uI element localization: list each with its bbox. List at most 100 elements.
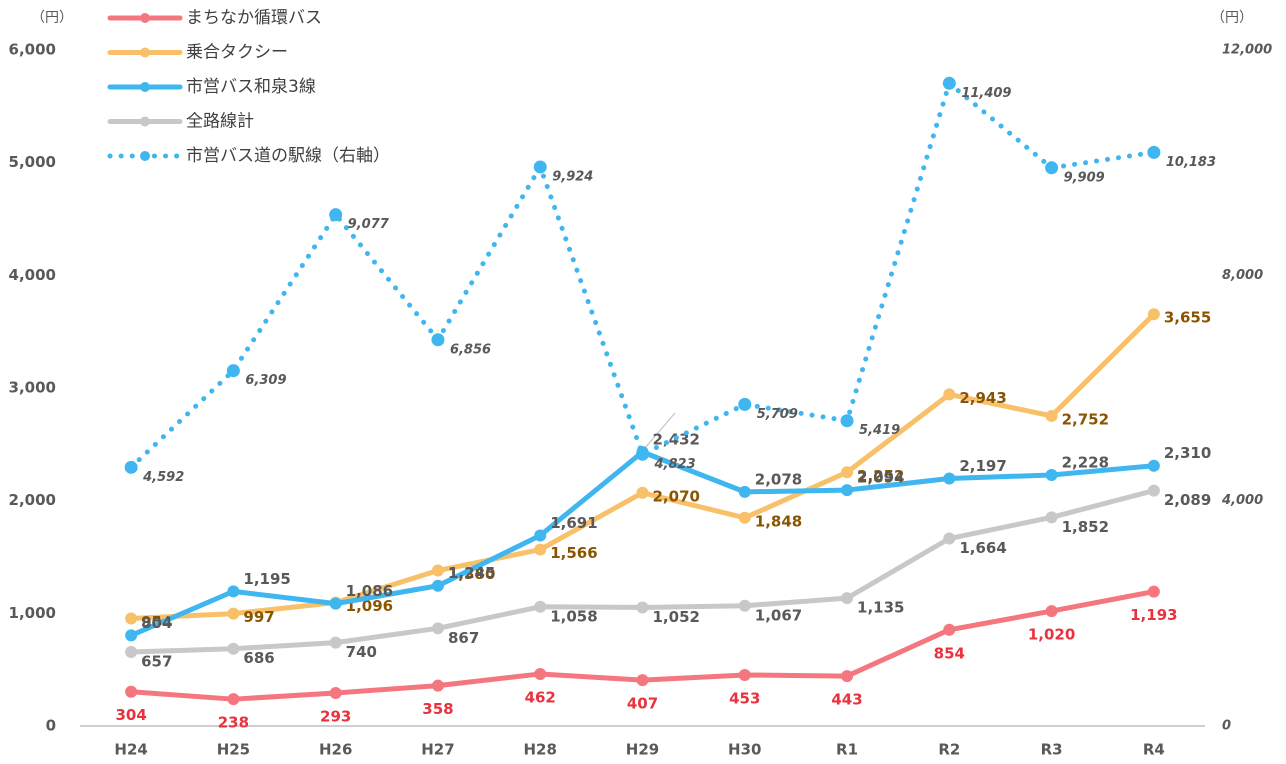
data-label: 1,058 <box>550 607 597 625</box>
y2-tick-label: 0 <box>1222 719 1231 734</box>
data-point <box>534 543 547 556</box>
data-label: 358 <box>422 700 453 718</box>
data-label: 854 <box>934 644 965 662</box>
data-label: 1,052 <box>653 608 700 626</box>
data-label: 293 <box>320 707 351 725</box>
y2-tick-label: 8,000 <box>1222 268 1263 283</box>
data-point <box>329 597 342 610</box>
legend-label: 市営バス和泉3線 <box>186 77 316 97</box>
data-point <box>329 636 342 649</box>
y-tick-label: 3,000 <box>9 379 56 397</box>
data-label: 462 <box>525 688 556 706</box>
data-point <box>636 486 649 499</box>
data-point <box>125 685 138 698</box>
data-label: 2,752 <box>1062 410 1109 428</box>
legend-label: 乗合タクシー <box>186 43 288 63</box>
y-tick-label: 5,000 <box>9 153 56 171</box>
data-point <box>534 529 547 542</box>
data-label: 2,197 <box>959 457 1006 475</box>
x-tick-label: H30 <box>728 741 761 759</box>
data-label: 1,380 <box>448 565 495 583</box>
data-label: 9,909 <box>1064 170 1105 185</box>
data-point <box>1147 585 1160 598</box>
legend-marker <box>140 82 150 92</box>
data-label: 1,691 <box>550 514 597 532</box>
data-label: 657 <box>141 652 172 670</box>
data-label: 867 <box>448 629 479 647</box>
legend-marker <box>140 13 150 23</box>
data-point <box>1045 409 1058 422</box>
legend-marker <box>140 47 150 58</box>
data-point <box>227 585 240 598</box>
data-point <box>431 564 444 577</box>
data-point <box>738 511 751 524</box>
data-point <box>125 629 138 642</box>
data-point <box>738 485 751 498</box>
data-label: 1,848 <box>755 512 802 530</box>
data-point <box>125 645 138 658</box>
data-label: 443 <box>831 691 862 709</box>
data-point <box>1045 511 1058 524</box>
data-label: 1,193 <box>1130 606 1177 624</box>
data-label: 2,070 <box>653 487 700 505</box>
y2-tick-label: 12,000 <box>1222 43 1272 58</box>
data-point <box>534 667 547 680</box>
data-point <box>329 208 343 222</box>
data-label: 11,409 <box>961 86 1011 101</box>
y-unit: （円） <box>31 10 73 26</box>
data-point <box>840 414 854 428</box>
data-point <box>227 642 240 655</box>
x-tick-label: R4 <box>1143 741 1165 759</box>
data-label: 2,089 <box>1164 491 1211 509</box>
data-point <box>1147 308 1160 321</box>
data-point <box>636 601 649 614</box>
data-label: 1,664 <box>959 539 1006 557</box>
y-tick-label: 2,000 <box>9 491 56 509</box>
data-label: 453 <box>729 689 760 707</box>
data-label: 6,856 <box>450 342 491 357</box>
data-point <box>841 484 854 497</box>
data-point <box>841 592 854 605</box>
data-label: 3,655 <box>1164 309 1211 327</box>
data-label: 1,135 <box>857 599 904 617</box>
data-point <box>431 622 444 635</box>
x-tick-label: H26 <box>319 741 352 759</box>
data-label: 1,566 <box>550 544 597 562</box>
y2-tick-label: 4,000 <box>1221 493 1263 508</box>
data-label: 1,245 <box>448 564 495 582</box>
data-point <box>1045 161 1059 175</box>
y-tick-label: 4,000 <box>9 266 56 284</box>
data-point <box>431 333 445 347</box>
data-label: 4,823 <box>654 457 696 472</box>
y-tick-label: 6,000 <box>9 41 56 59</box>
x-tick-label: R3 <box>1041 741 1063 759</box>
data-label: 804 <box>141 614 172 632</box>
data-point <box>1147 459 1160 472</box>
data-label: 1,067 <box>755 606 802 624</box>
data-label: 6,309 <box>245 373 286 388</box>
data-label: 238 <box>218 714 249 732</box>
data-label: 5,419 <box>859 423 900 438</box>
data-label: 2,252 <box>857 467 904 485</box>
data-label: 1,195 <box>243 570 290 588</box>
data-point <box>943 388 956 401</box>
data-label: 10,183 <box>1166 155 1216 170</box>
data-label: 2,078 <box>755 470 802 488</box>
data-point <box>738 397 752 411</box>
data-point <box>431 579 444 592</box>
data-point <box>125 612 138 625</box>
x-tick-label: R2 <box>938 741 960 759</box>
data-label: 2,094 <box>857 469 904 487</box>
x-tick-label: R1 <box>836 741 858 759</box>
x-tick-label: H24 <box>114 741 147 759</box>
leader-line <box>644 412 676 449</box>
data-point <box>636 447 649 461</box>
data-point <box>942 76 956 90</box>
legend-marker <box>140 116 150 127</box>
data-point <box>636 674 649 687</box>
data-point <box>943 623 956 636</box>
legend-label: 全路線計 <box>186 112 254 132</box>
data-point <box>738 599 751 612</box>
series-line <box>128 80 1157 470</box>
